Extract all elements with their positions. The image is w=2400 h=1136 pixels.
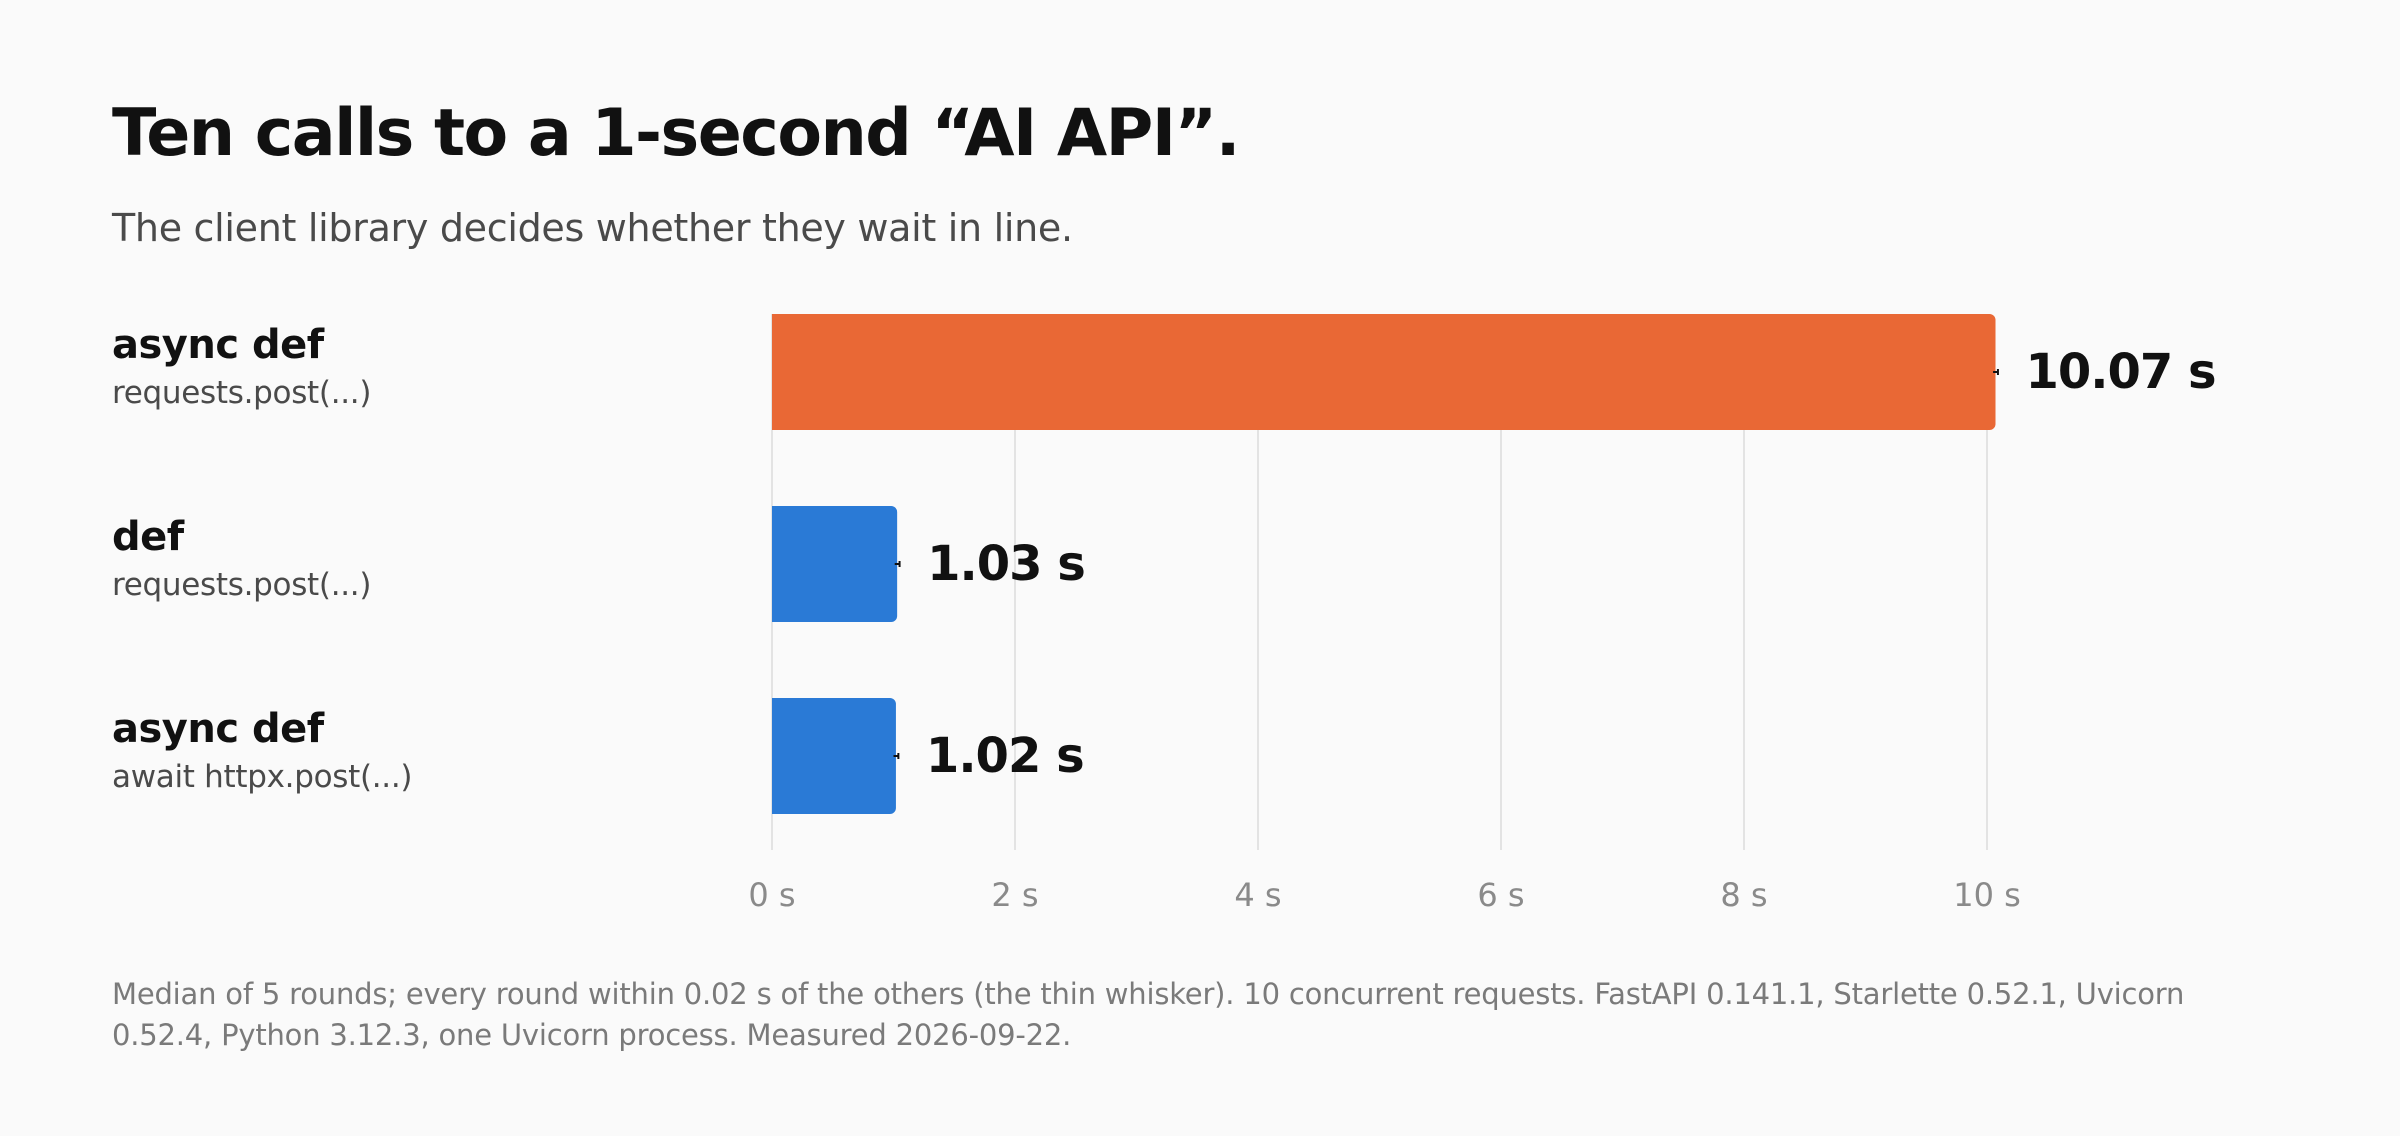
row-label-def-requests: def requests.post(...) <box>112 514 371 604</box>
chart-title: Ten calls to a 1-second “AI API”. <box>112 96 1240 171</box>
footnote: Median of 5 rounds; every round within 0… <box>112 977 2185 1052</box>
x-tick-label: 10 s <box>1953 876 2021 914</box>
bar-chart: 0 s 2 s 4 s 6 s 8 s 10 s 10.07 s 1.03 s 1.02 s <box>748 314 2217 914</box>
chart-subtitle: The client library decides whether they … <box>112 206 1073 250</box>
row-label-primary: async def <box>112 706 324 752</box>
row-label-secondary: requests.post(...) <box>112 375 372 411</box>
row-label-primary: async def <box>112 322 324 368</box>
bar-value-label: 1.03 s <box>927 536 1085 592</box>
x-tick-label: 6 s <box>1477 876 1524 914</box>
row-label-async-requests: async def requests.post(...) <box>112 322 371 412</box>
bar <box>772 506 898 622</box>
row-label-secondary: await httpx.post(...) <box>112 759 413 795</box>
bar-value-label: 1.02 s <box>926 728 1084 784</box>
bar <box>772 698 896 814</box>
row-label-secondary: requests.post(...) <box>112 567 372 603</box>
x-tick-label: 8 s <box>1720 876 1767 914</box>
x-tick-label: 2 s <box>991 876 1038 914</box>
x-tick-label: 4 s <box>1234 876 1281 914</box>
x-tick-label: 0 s <box>748 876 795 914</box>
bar <box>772 314 1996 430</box>
row-label-async-httpx: async def await httpx.post(...) <box>112 706 413 796</box>
row-label-primary: def <box>112 514 184 560</box>
bar-value-label: 10.07 s <box>2026 344 2216 400</box>
